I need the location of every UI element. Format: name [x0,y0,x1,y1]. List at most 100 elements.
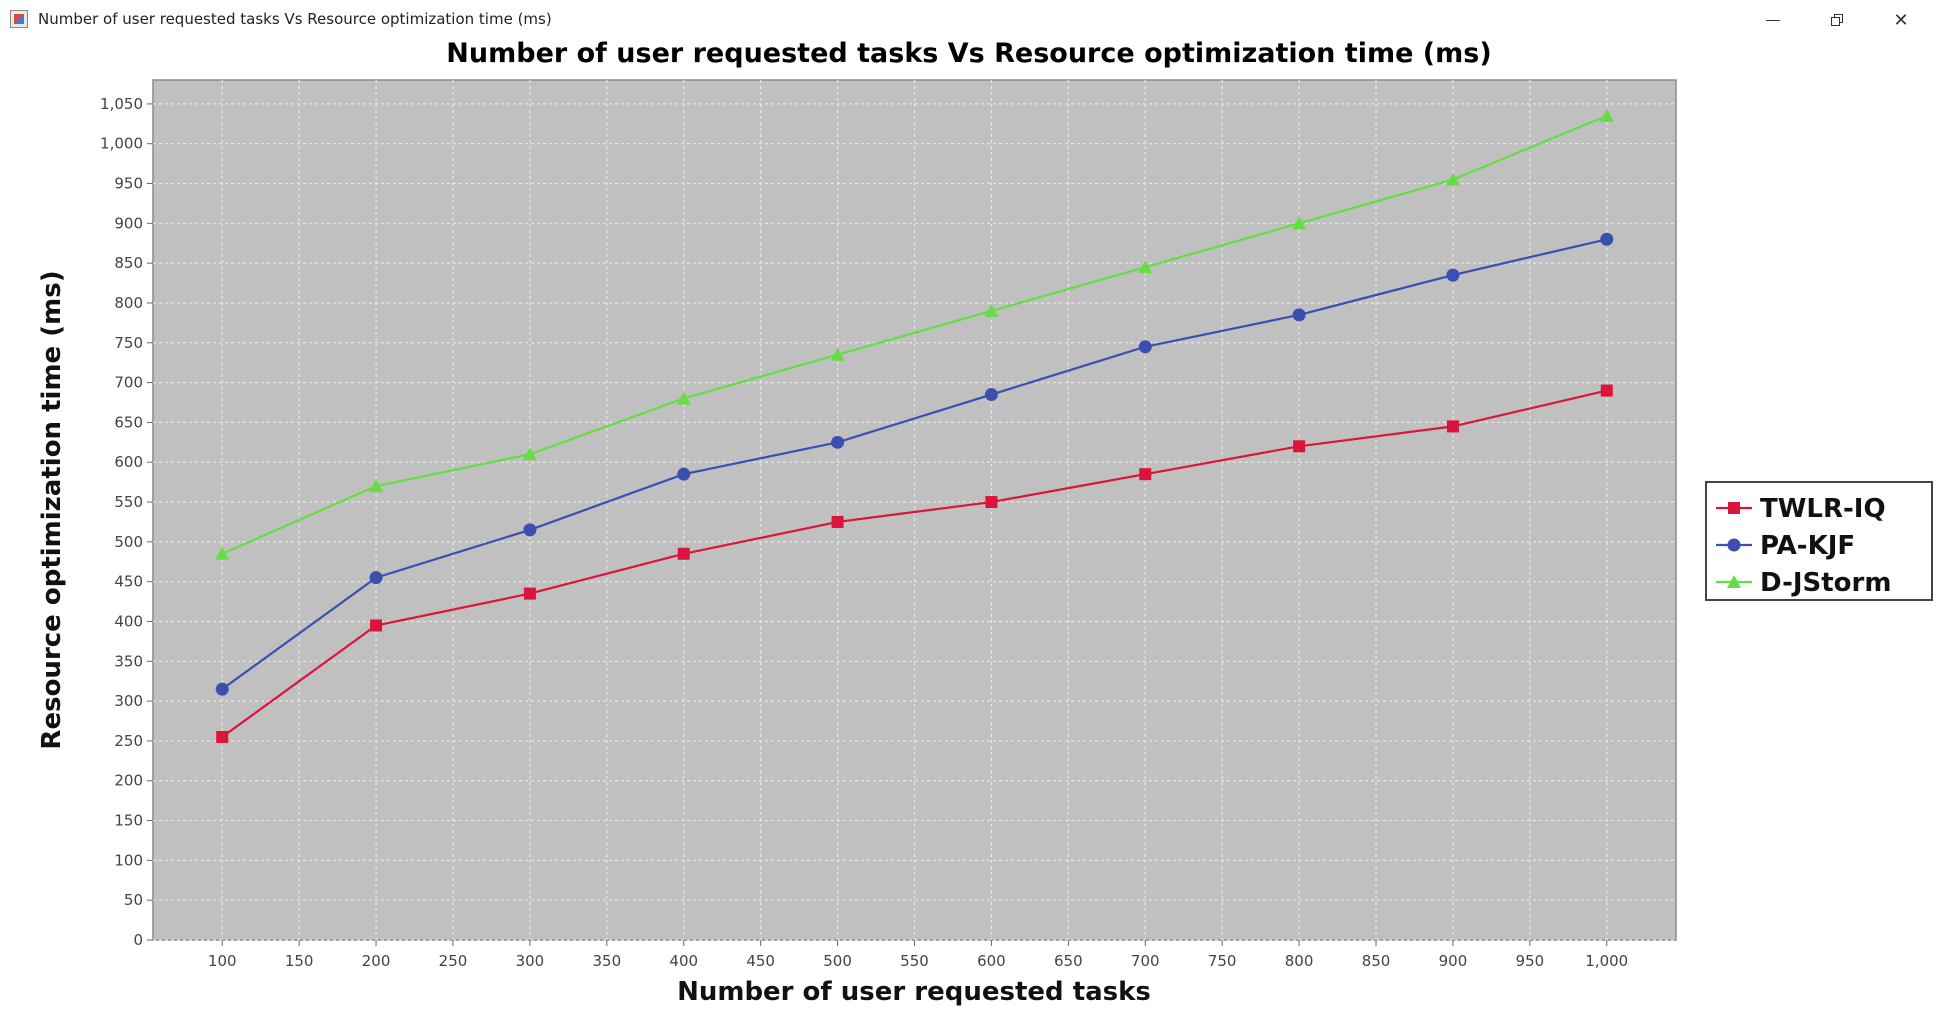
chart-title: Number of user requested tasks Vs Resour… [446,38,1491,69]
series-d-jstorm [215,108,1614,560]
data-point-pa-kjf [1138,340,1152,354]
legend-marker-twlr-iq [1728,502,1740,514]
data-point-twlr-iq [523,587,536,600]
data-point-d-jstorm [215,546,230,560]
series-line-pa-kjf [221,238,1608,691]
y-tick-label: 550 [114,493,143,511]
y-tick-label: 850 [114,254,143,272]
window-title: Number of user requested tasks Vs Resour… [38,10,552,28]
axes: 0 50 100 150 200 250 300 350 400 450 500 550 600 650 7… [100,95,1628,970]
data-point-pa-kjf [1446,268,1460,282]
data-point-d-jstorm [522,447,537,461]
x-tick-label: 100 [208,952,237,970]
y-tick-label: 950 [114,175,143,193]
x-tick-label: 1,000 [1585,952,1628,970]
y-tick-label: 650 [114,413,143,431]
data-point-d-jstorm [676,391,691,405]
data-point-pa-kjf [831,435,845,449]
y-tick-label: 250 [114,732,143,750]
x-tick-label: 200 [362,952,391,970]
x-tick-label: 650 [1054,952,1083,970]
y-tick-label: 350 [114,652,143,670]
minimize-icon [1766,19,1780,21]
series-line-twlr-iq [221,389,1608,738]
legend-label-pa-kjf: PA-KJF [1760,531,1855,561]
data-point-pa-kjf [984,388,998,402]
x-tick-label: 250 [439,952,468,970]
data-point-twlr-iq [1293,440,1306,453]
x-tick-label: 750 [1208,952,1237,970]
close-icon: ✕ [1893,9,1909,31]
close-button[interactable]: ✕ [1870,0,1932,40]
data-point-twlr-iq [370,619,383,632]
y-tick-label: 750 [114,334,143,352]
legend-label-d-jstorm: D-JStorm [1760,568,1891,598]
data-point-pa-kjf [677,467,691,481]
y-tick-label: 1,000 [100,135,143,153]
legend-marker-pa-kjf [1727,538,1741,552]
legend-label-twlr-iq: TWLR-IQ [1760,494,1886,524]
data-point-pa-kjf [1292,308,1306,322]
y-tick-label: 450 [114,573,143,591]
data-point-twlr-iq [1600,384,1613,397]
y-tick-label: 100 [114,851,143,869]
series-twlr-iq [216,384,1613,743]
data-point-pa-kjf [369,571,383,585]
y-axis-title: Resource optimization time (ms) [37,270,67,749]
y-tick-label: 200 [114,772,143,790]
y-tick-label: 400 [114,612,143,630]
data-point-d-jstorm [830,347,845,361]
restore-button[interactable] [1806,0,1868,40]
y-tick-label: 700 [114,374,143,392]
y-tick-label: 300 [114,692,143,710]
x-tick-label: 350 [593,952,622,970]
legend: TWLR-IQ PA-KJF D-JStorm [1705,481,1933,601]
data-point-pa-kjf [215,682,229,696]
y-tick-label: 1,050 [100,95,143,113]
x-tick-label: 850 [1362,952,1391,970]
data-point-twlr-iq [677,547,690,560]
data-point-twlr-iq [216,730,229,743]
x-axis-title: Number of user requested tasks [677,977,1151,1007]
y-tick-label: 600 [114,453,143,471]
data-point-twlr-iq [831,515,844,528]
data-point-pa-kjf [523,523,537,537]
x-tick-label: 600 [977,952,1006,970]
x-tick-label: 800 [1285,952,1314,970]
data-point-d-jstorm [1599,108,1614,122]
java-app-icon [10,10,28,28]
data-point-d-jstorm [984,303,999,317]
x-tick-label: 450 [746,952,775,970]
x-tick-label: 500 [823,952,852,970]
x-tick-label: 700 [1131,952,1160,970]
data-point-d-jstorm [369,479,384,493]
y-tick-label: 900 [114,214,143,232]
x-tick-label: 150 [285,952,314,970]
minimize-button[interactable] [1742,0,1804,40]
x-tick-label: 400 [669,952,698,970]
grid-lines [153,80,1676,941]
data-point-d-jstorm [1138,260,1153,274]
data-point-twlr-iq [985,496,998,509]
x-tick-label: 300 [516,952,545,970]
x-tick-label: 550 [900,952,929,970]
y-tick-label: 500 [114,533,143,551]
series-pa-kjf [215,232,1614,696]
data-point-twlr-iq [1446,420,1459,433]
data-point-pa-kjf [1600,232,1614,246]
series-layer [215,108,1614,743]
y-tick-label: 150 [114,812,143,830]
data-point-d-jstorm [1292,216,1307,230]
y-tick-label: 50 [124,891,143,909]
legend-marker-d-jstorm [1727,575,1741,588]
x-tick-label: 900 [1439,952,1468,970]
y-tick-label: 800 [114,294,143,312]
data-point-d-jstorm [1445,172,1460,186]
y-tick-label: 0 [133,931,143,949]
window-title-bar: Number of user requested tasks Vs Resour… [0,0,1938,40]
series-line-d-jstorm [221,114,1608,555]
legend-box [1705,481,1933,601]
data-point-twlr-iq [1139,468,1152,481]
x-tick-label: 950 [1516,952,1545,970]
